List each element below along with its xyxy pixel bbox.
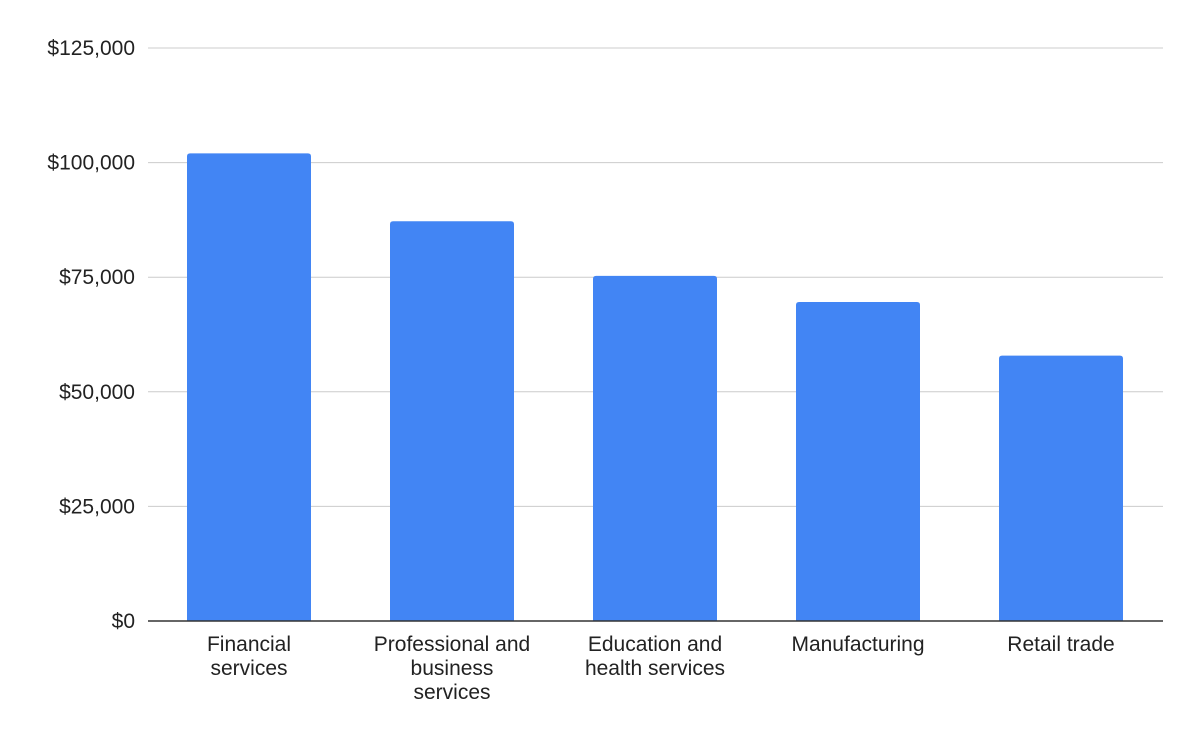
bar: [593, 275, 717, 621]
bar: [796, 301, 920, 621]
y-tick-label: $25,000: [59, 495, 135, 518]
x-tick-label-line: Professional and: [374, 633, 530, 656]
y-tick-label: $125,000: [47, 37, 135, 60]
x-tick-label-line: Retail trade: [1007, 633, 1114, 656]
x-tick-label: Retail trade: [1007, 633, 1114, 656]
x-tick-label: Professional and business services: [374, 633, 530, 704]
bar: [187, 153, 311, 621]
x-tick-label-line: Manufacturing: [791, 633, 924, 656]
y-tick-label: $100,000: [47, 152, 135, 175]
x-tick-label: Manufacturing: [791, 633, 924, 656]
x-tick-label-line: services: [210, 657, 287, 680]
x-tick-label-line: business: [411, 657, 494, 680]
x-tick-label-line: Financial: [207, 633, 291, 656]
y-tick-label: $50,000: [59, 381, 135, 404]
x-tick-label-line: services: [413, 681, 490, 704]
y-tick-label: $75,000: [59, 266, 135, 289]
x-tick-label-line: health services: [585, 657, 725, 680]
y-axis-tick-labels: $0 $25,000 $50,000 $75,000 $100,000 $125,000: [47, 37, 135, 633]
x-tick-label-line: Education and: [588, 633, 722, 656]
x-tick-label: Financial services: [207, 633, 291, 680]
x-tick-label: Education and health services: [585, 633, 725, 680]
bar: [390, 221, 514, 621]
bars: [187, 153, 1123, 621]
bar: [999, 355, 1123, 621]
y-tick-label: $0: [112, 610, 135, 633]
